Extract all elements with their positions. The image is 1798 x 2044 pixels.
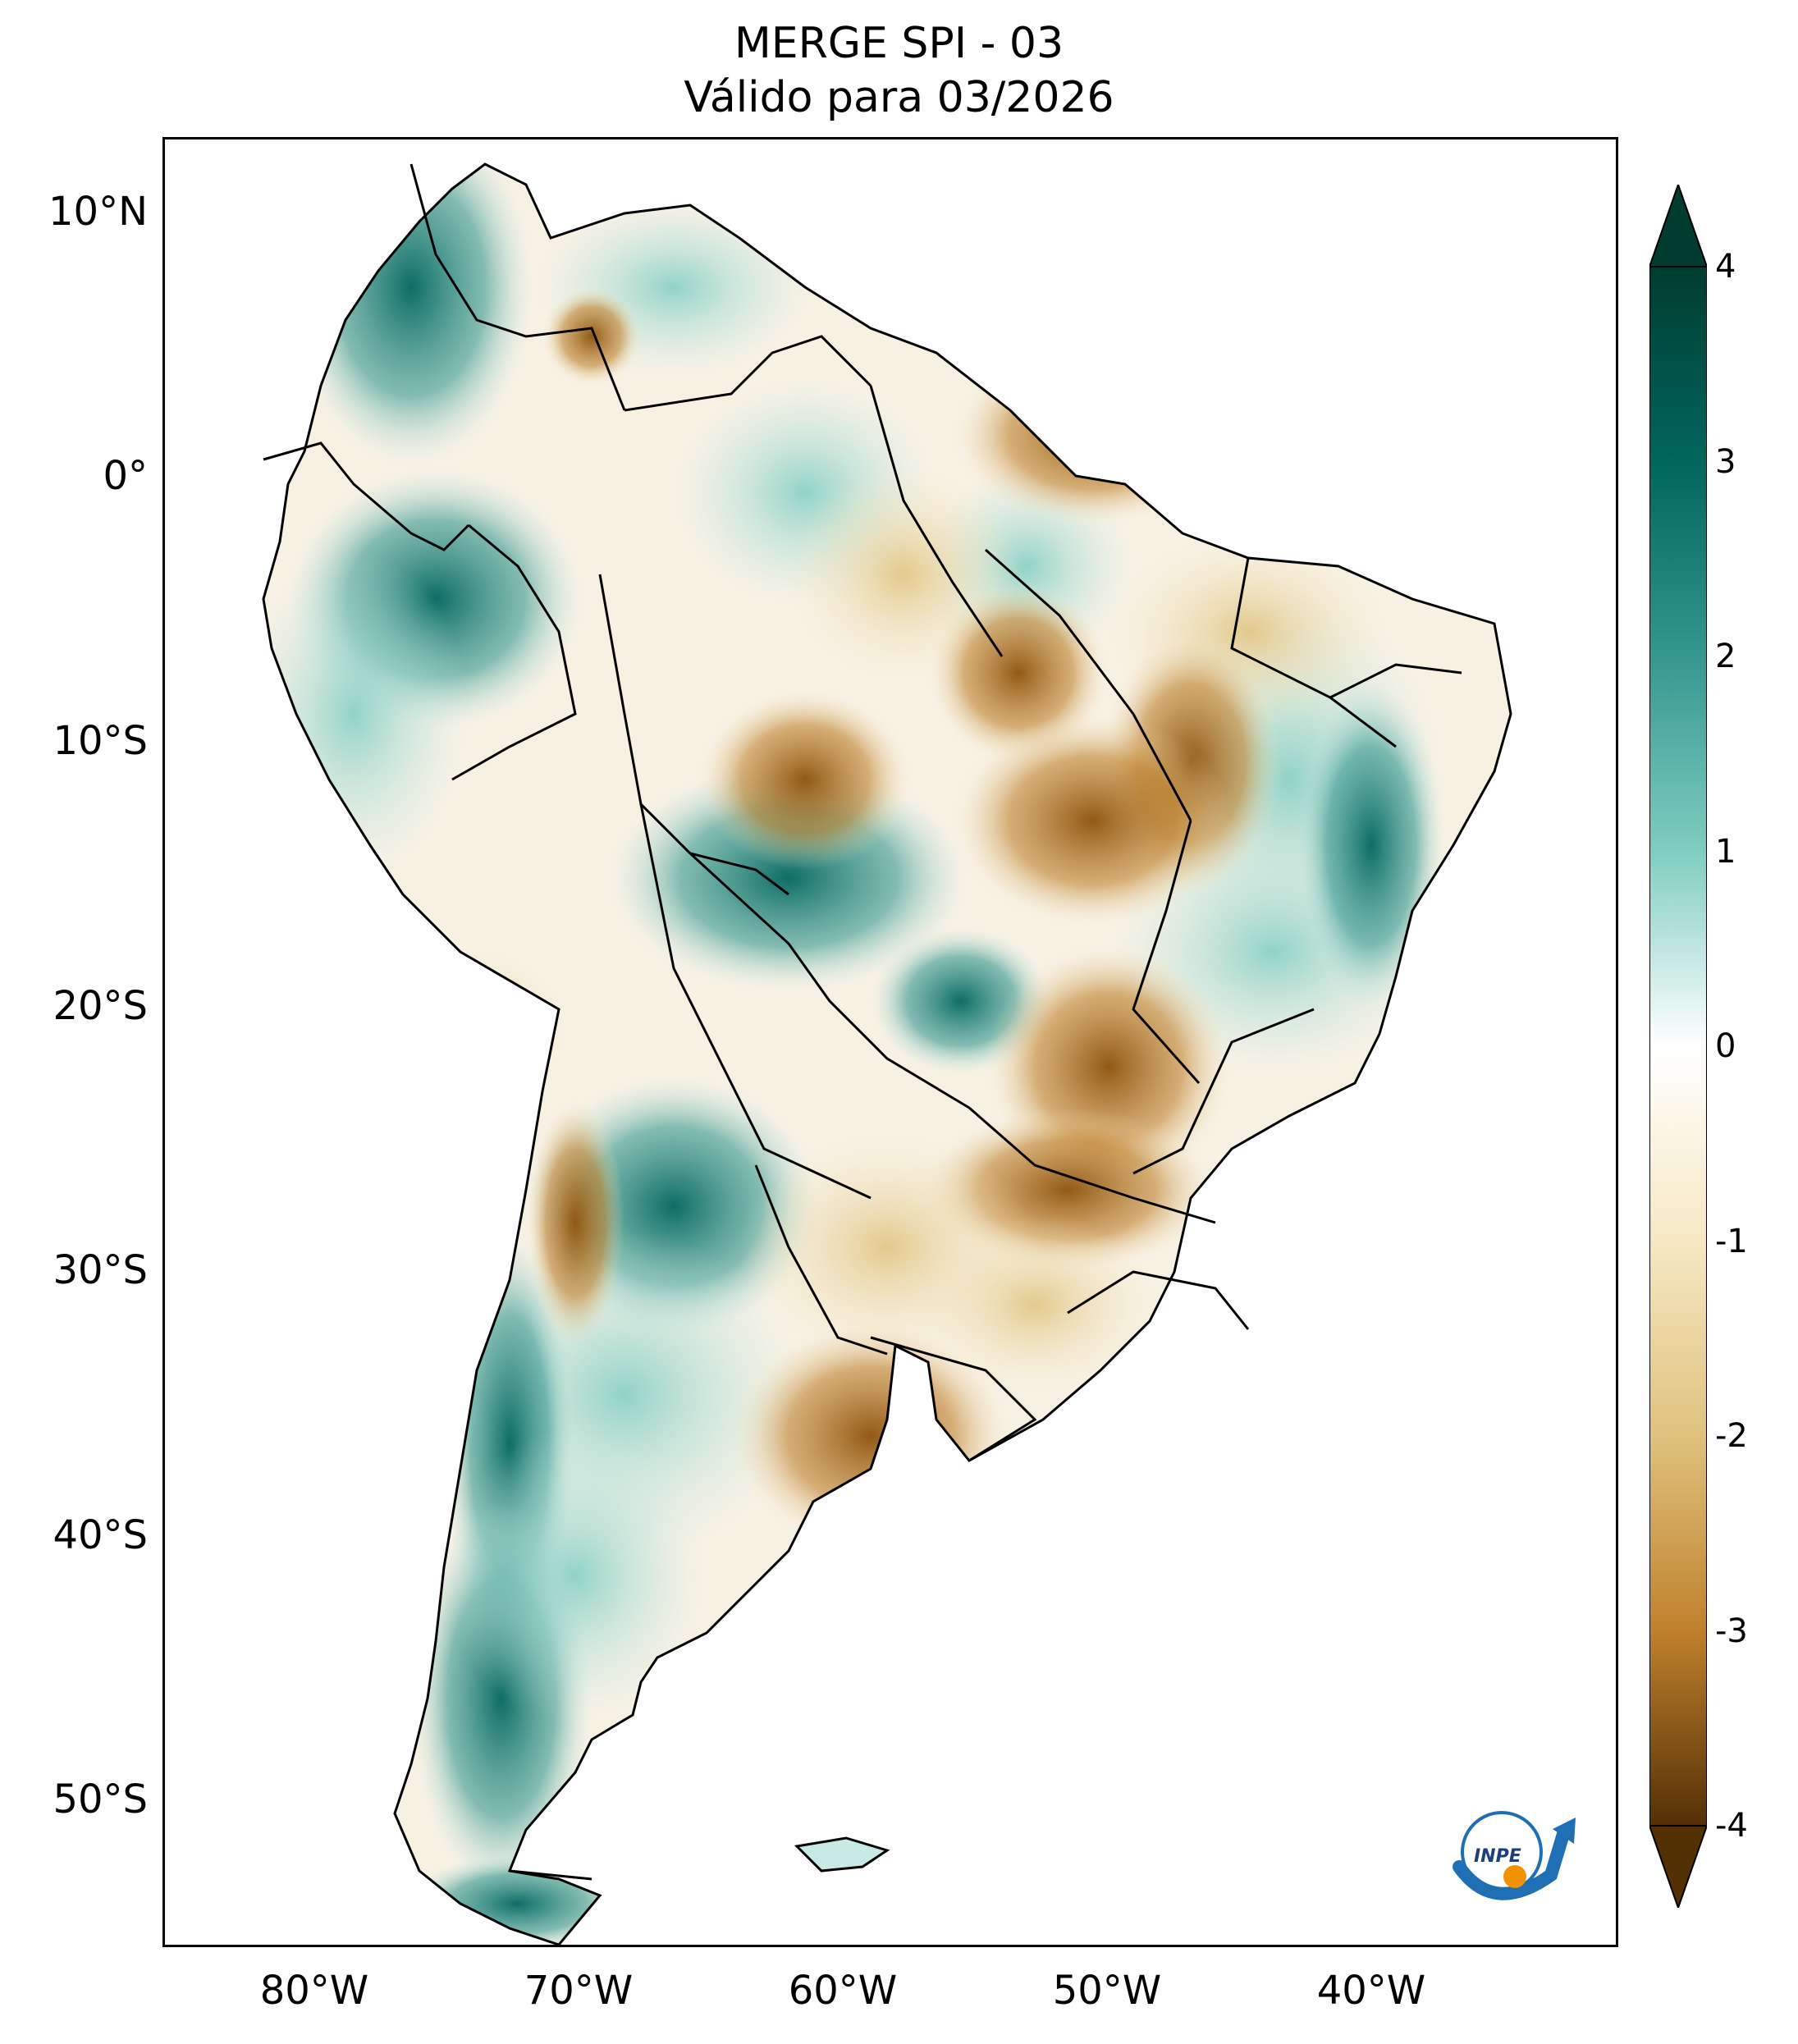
lon-label-60w: 60°W bbox=[788, 1968, 898, 2014]
lat-label-40s: 40°S bbox=[53, 1512, 148, 1558]
colorbar-tick-neg2: -2 bbox=[1715, 1417, 1748, 1455]
colorbar-tick-neg3: -3 bbox=[1715, 1612, 1748, 1650]
logo-text: INPE bbox=[1474, 1846, 1521, 1867]
lat-label-10n: 10°N bbox=[48, 189, 148, 235]
colorbar-tick-neg1: -1 bbox=[1715, 1223, 1748, 1260]
lat-label-10s: 10°S bbox=[53, 718, 148, 764]
lat-label-30s: 30°S bbox=[53, 1247, 148, 1293]
colorbar-tick-3: 3 bbox=[1715, 443, 1736, 481]
colorbar-gradient bbox=[1649, 266, 1707, 1827]
lat-label-50s: 50°S bbox=[53, 1776, 148, 1822]
colorbar bbox=[1649, 185, 1707, 1908]
lat-label-20s: 20°S bbox=[53, 983, 148, 1029]
inpe-logo: INPE bbox=[1453, 1811, 1576, 1900]
colorbar-tick-2: 2 bbox=[1715, 638, 1736, 675]
lon-label-70w: 70°W bbox=[524, 1968, 634, 2014]
colorbar-tick-neg4: -4 bbox=[1715, 1807, 1748, 1845]
map-panel bbox=[162, 137, 1618, 1947]
map-canvas bbox=[262, 162, 1512, 1945]
lon-label-80w: 80°W bbox=[259, 1968, 369, 2014]
lon-label-50w: 50°W bbox=[1052, 1968, 1162, 2014]
colorbar-extend-top bbox=[1649, 185, 1707, 268]
chart-subtitle: Válido para 03/2026 bbox=[684, 73, 1114, 122]
spi-field bbox=[263, 164, 1511, 1945]
falkland-islands bbox=[794, 1836, 890, 1873]
colorbar-tick-4: 4 bbox=[1715, 248, 1736, 286]
colorbar-tick-1: 1 bbox=[1715, 833, 1736, 871]
lat-label-0: 0° bbox=[103, 453, 148, 499]
colorbar-extend-bottom bbox=[1649, 1825, 1707, 1908]
chart-title: MERGE SPI - 03 bbox=[734, 19, 1064, 68]
country-borders bbox=[263, 163, 1462, 1881]
colorbar-tick-0: 0 bbox=[1715, 1027, 1736, 1065]
lon-label-40w: 40°W bbox=[1316, 1968, 1426, 2014]
